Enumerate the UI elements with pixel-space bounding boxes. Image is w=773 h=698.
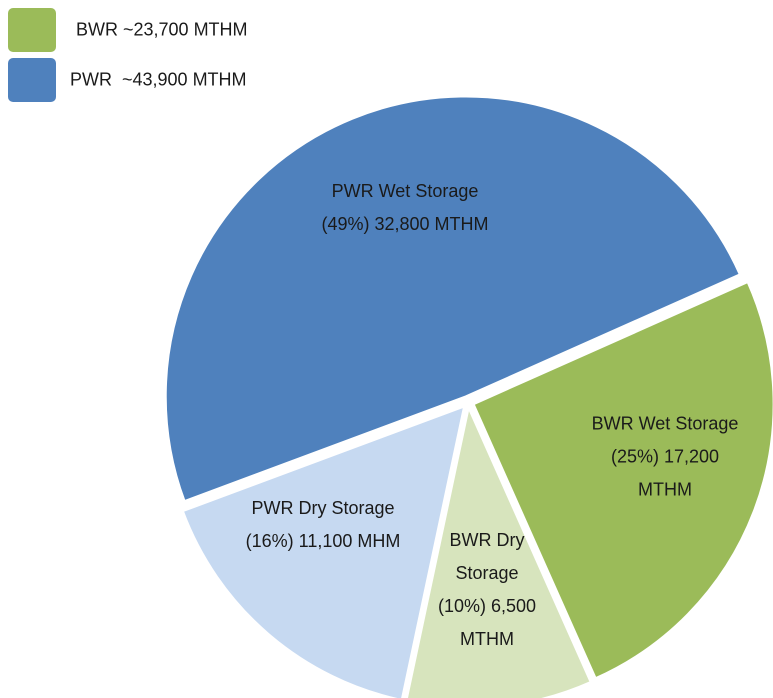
slice-label: PWR Dry Storage (16%) 11,100 MHM [245, 498, 401, 551]
legend-swatch [8, 58, 56, 102]
pie-slice [164, 95, 742, 503]
pie-slice [181, 404, 466, 698]
slice-label: BWR Dry Storage (10%) 6,500 MTHM [437, 530, 537, 649]
legend-label: BWR ~23,700 MTHM [76, 19, 248, 40]
legend-swatch [8, 8, 56, 52]
legend-label: PWR ~43,900 MTHM [70, 69, 247, 90]
slice-label: PWR Wet Storage (49%) 32,800 MTHM [321, 181, 489, 234]
pie-slice [405, 404, 592, 698]
pie-slice [472, 280, 773, 680]
slice-label: BWR Wet Storage (25%) 17,200 MTHM [591, 413, 739, 500]
